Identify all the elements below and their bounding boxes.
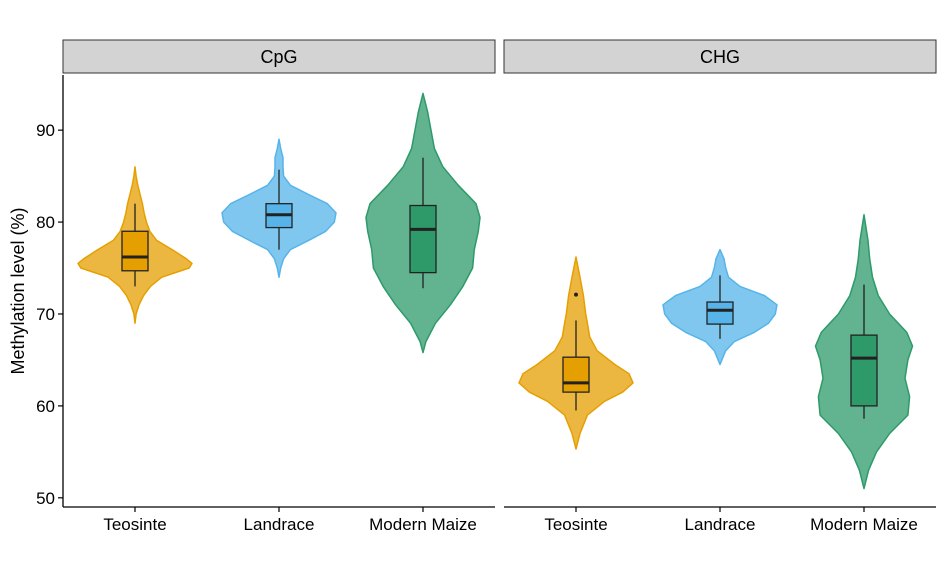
iqr-box — [121, 230, 149, 272]
x-tick-label: Modern Maize — [369, 515, 477, 534]
violin-group-landrace — [662, 248, 778, 366]
violin-group-teosinte — [518, 256, 634, 450]
violin-group-teosinte — [77, 166, 193, 324]
facet-strip — [503, 39, 937, 74]
x-tick-label: Modern Maize — [810, 515, 918, 534]
y-tick-label: 80 — [36, 213, 55, 232]
y-axis-label: Methylation level (%) — [8, 207, 28, 374]
facet-strip — [62, 39, 496, 74]
facet-strip-label: CHG — [700, 47, 740, 67]
y-tick-label: 90 — [36, 121, 55, 140]
panel-chg: CHG Teosinte Landrace Modern Maize — [503, 39, 937, 534]
facet-strip-label: CpG — [260, 47, 297, 67]
facet-panels: CpG Teosinte Landrace Modern Maize CHG Teosin… — [62, 39, 937, 534]
y-axis: 50 60 70 80 90 — [36, 75, 64, 508]
violin-group-modern-maize — [365, 92, 481, 354]
x-tick-label: Landrace — [244, 515, 315, 534]
iqr-box — [409, 204, 437, 274]
y-tick-label: 70 — [36, 305, 55, 324]
iqr-box — [706, 301, 734, 325]
x-tick-label: Teosinte — [544, 515, 607, 534]
iqr-box — [562, 356, 590, 393]
x-tick-label: Teosinte — [103, 515, 166, 534]
outlier-point — [574, 292, 578, 297]
violin-group-landrace — [221, 138, 337, 278]
iqr-box — [850, 334, 878, 407]
panel-cpg: CpG Teosinte Landrace Modern Maize — [62, 39, 496, 534]
y-tick-label: 50 — [36, 489, 55, 508]
violin-group-modern-maize — [814, 213, 914, 490]
y-tick-label: 60 — [36, 397, 55, 416]
x-tick-label: Landrace — [685, 515, 756, 534]
